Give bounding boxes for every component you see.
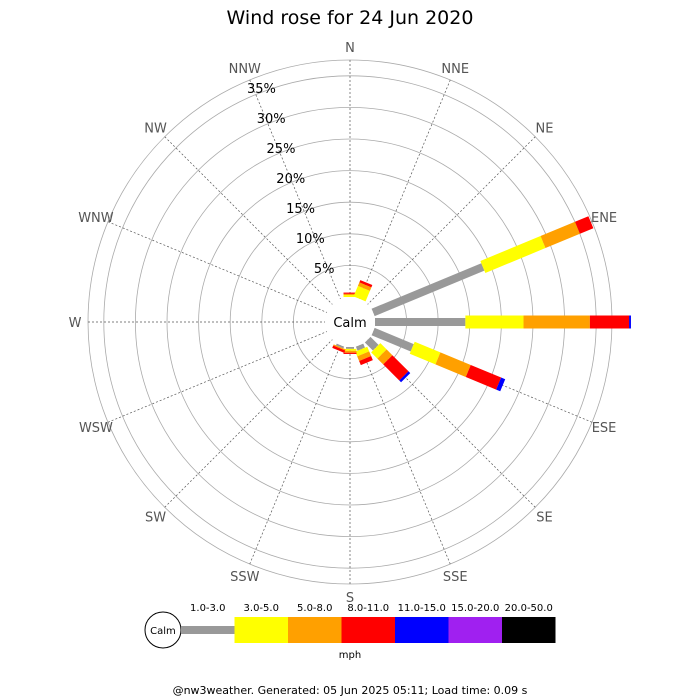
legend-calm-label: Calm bbox=[150, 626, 176, 637]
direction-label: SSW bbox=[230, 570, 260, 585]
legend-bin-label: 8.0-11.0 bbox=[347, 603, 389, 614]
direction-label: WNW bbox=[78, 211, 114, 226]
legend-swatch bbox=[181, 626, 235, 634]
direction-label: ENE bbox=[591, 211, 617, 226]
legend-bin-label: 11.0-15.0 bbox=[398, 603, 446, 614]
legend-swatch bbox=[341, 617, 395, 643]
petal-segment bbox=[355, 346, 370, 357]
petal-segment bbox=[540, 221, 580, 249]
petal-segment bbox=[496, 377, 506, 392]
legend-swatch bbox=[395, 617, 449, 643]
petal-segment bbox=[465, 364, 502, 390]
petal-segment bbox=[574, 216, 594, 234]
legend-unit: mph bbox=[339, 650, 361, 661]
footer-text: @nw3weather. Generated: 05 Jun 2025 05:1… bbox=[173, 684, 528, 697]
legend-bin-label: 5.0-8.0 bbox=[297, 603, 332, 614]
legend-bin-label: 15.0-20.0 bbox=[451, 603, 499, 614]
petal-segment bbox=[377, 349, 393, 365]
direction-label: NNW bbox=[229, 62, 261, 77]
petal-segment bbox=[371, 327, 414, 352]
direction-label: SSE bbox=[443, 570, 468, 585]
direction-label: NNE bbox=[441, 62, 469, 77]
petal-segment bbox=[480, 236, 546, 273]
ring-label: 5% bbox=[314, 262, 335, 277]
legend-swatch bbox=[234, 617, 288, 643]
calm-label: Calm bbox=[333, 316, 366, 331]
petal-segment bbox=[357, 351, 372, 362]
petal-segment bbox=[409, 341, 441, 365]
petal-segment bbox=[332, 345, 346, 353]
polar-grid: NNNENEENEEESESESSESSSWSWWSWWWNWNWNNW5%10… bbox=[69, 41, 630, 606]
speed-legend: Calm mph 1.0-3.0 3.0-5.0 5.0-8.0 8.0-11.0 11… bbox=[144, 603, 556, 661]
ring-label: 20% bbox=[276, 172, 305, 187]
petal-segment bbox=[364, 336, 379, 351]
direction-label: SW bbox=[145, 510, 166, 525]
direction-label: N bbox=[345, 41, 355, 56]
petal-segment bbox=[355, 343, 365, 351]
legend-bin-label: 3.0-5.0 bbox=[244, 603, 279, 614]
petal-segment bbox=[399, 371, 411, 383]
direction-label: SE bbox=[536, 510, 552, 525]
legend-swatch bbox=[288, 617, 342, 643]
ring-label: 35% bbox=[247, 82, 276, 97]
legend-swatch bbox=[502, 617, 556, 643]
direction-label: S bbox=[346, 591, 354, 606]
ring-label: 10% bbox=[296, 232, 325, 247]
direction-label: WSW bbox=[79, 421, 113, 436]
ring-label: 15% bbox=[286, 202, 315, 217]
petal-segment bbox=[371, 343, 387, 359]
direction-label: ESE bbox=[592, 421, 617, 436]
legend-bin-label: 20.0-50.0 bbox=[505, 603, 553, 614]
chart-title: Wind rose for 24 Jun 2020 bbox=[227, 7, 474, 29]
petal-segment bbox=[359, 356, 373, 366]
petal-segment bbox=[383, 355, 409, 381]
ring-label: 30% bbox=[257, 112, 286, 127]
petal-segment bbox=[435, 352, 471, 377]
direction-label: NW bbox=[144, 122, 167, 137]
ring-label: 25% bbox=[267, 142, 296, 157]
calm-center: Calm bbox=[325, 297, 375, 347]
petal-segment bbox=[353, 285, 370, 302]
legend-bin-label: 1.0-3.0 bbox=[190, 603, 225, 614]
calm-circle bbox=[325, 297, 375, 347]
petal-segment bbox=[336, 343, 345, 349]
direction-label: W bbox=[69, 316, 82, 331]
petal-segment bbox=[357, 282, 372, 291]
petal-segment bbox=[371, 263, 485, 317]
wind-petals bbox=[332, 216, 631, 392]
petal-segment bbox=[359, 280, 373, 288]
direction-label: NE bbox=[535, 122, 553, 137]
legend-swatch bbox=[448, 617, 502, 643]
